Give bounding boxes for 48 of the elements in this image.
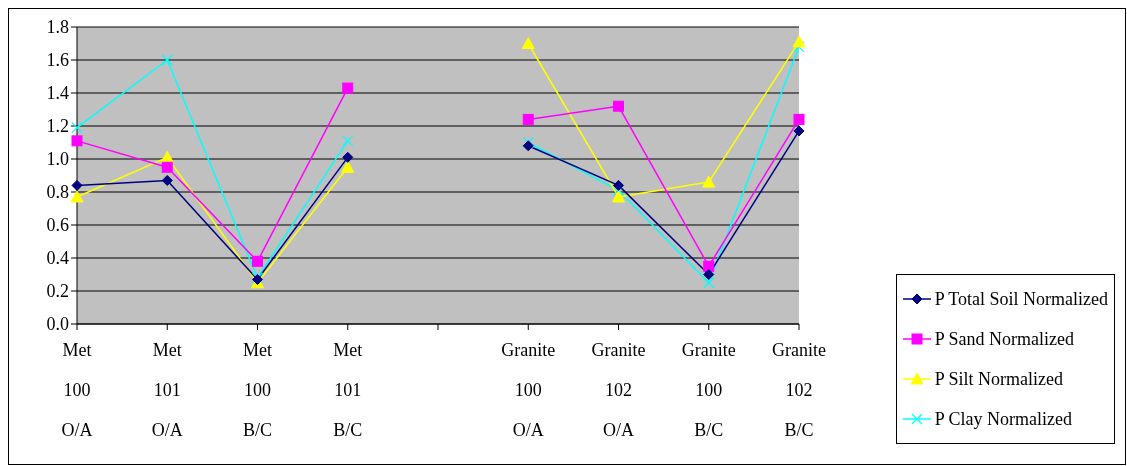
y-tick-label: 1.0 <box>46 149 69 170</box>
point <box>70 190 84 203</box>
x-tick-label: Granite 100 O/A <box>501 340 556 440</box>
point <box>792 35 806 48</box>
point <box>793 113 805 125</box>
point <box>793 125 805 137</box>
point <box>703 269 715 280</box>
point <box>160 150 174 163</box>
point <box>252 255 263 267</box>
point <box>342 135 354 147</box>
point <box>522 140 534 152</box>
point <box>613 100 624 112</box>
point <box>702 175 716 188</box>
point <box>703 260 715 272</box>
point <box>612 190 625 203</box>
point <box>71 135 83 147</box>
point <box>342 151 354 163</box>
point <box>342 82 354 94</box>
point <box>522 113 534 125</box>
point <box>161 54 173 66</box>
legend-label: P Clay Normalized <box>934 408 1073 430</box>
point <box>613 179 624 191</box>
y-tick-label: 0.4 <box>46 248 69 269</box>
x-tick-label: Met 100 O/A <box>61 340 93 440</box>
point <box>161 161 173 173</box>
x-tick-label: Granite 102 B/C <box>772 340 826 440</box>
x-tick-label: Met 101 O/A <box>151 340 183 440</box>
y-tick-label: 1.2 <box>46 116 69 137</box>
point <box>161 174 173 186</box>
point <box>521 37 535 49</box>
point <box>793 41 805 53</box>
x-tick-label: Met 100 B/C <box>242 340 273 440</box>
legend-label: P Sand Normalized <box>934 328 1075 350</box>
y-tick-label: 1.8 <box>46 17 69 38</box>
y-tick-label: 0.2 <box>46 281 69 302</box>
x-tick-label: Met 101 B/C <box>333 340 363 440</box>
point <box>522 136 534 149</box>
y-tick-label: 0.0 <box>46 314 69 335</box>
y-tick-label: 0.8 <box>46 182 69 203</box>
x-tick-label: Granite 100 B/C <box>681 340 736 440</box>
legend-label: P Silt Normalized <box>934 368 1064 390</box>
point <box>703 277 715 289</box>
point <box>341 160 355 173</box>
y-tick-label: 0.6 <box>46 215 69 236</box>
x-tick-label: Granite 102 O/A <box>591 340 646 440</box>
legend-label: P Total Soil Normalized <box>934 288 1108 310</box>
y-tick-label: 1.4 <box>46 83 69 104</box>
y-tick-label: 1.6 <box>46 50 69 71</box>
